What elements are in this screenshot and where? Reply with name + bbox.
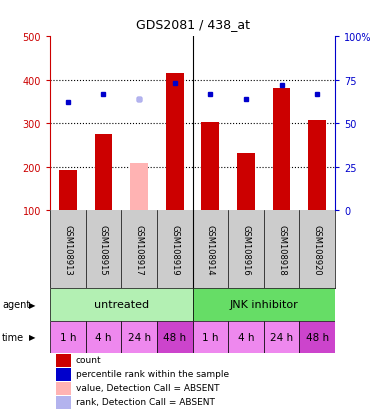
Bar — [264, 321, 300, 353]
Text: GSM108919: GSM108919 — [170, 224, 179, 275]
Text: GSM108918: GSM108918 — [277, 224, 286, 275]
Bar — [228, 321, 264, 353]
Text: 48 h: 48 h — [163, 332, 186, 342]
Bar — [56, 396, 72, 408]
Bar — [121, 321, 157, 353]
Bar — [56, 354, 72, 367]
Bar — [59, 171, 77, 211]
Bar — [166, 74, 184, 211]
Bar — [56, 368, 72, 381]
Text: JNK inhibitor: JNK inhibitor — [229, 300, 298, 310]
Text: untreated: untreated — [94, 300, 149, 310]
Text: GSM108917: GSM108917 — [135, 224, 144, 275]
Bar — [308, 121, 326, 211]
Text: GDS2081 / 438_at: GDS2081 / 438_at — [136, 18, 249, 31]
Bar — [192, 321, 228, 353]
Text: count: count — [76, 356, 101, 365]
Text: GSM108915: GSM108915 — [99, 224, 108, 275]
Text: agent: agent — [2, 300, 30, 310]
Bar — [56, 382, 72, 395]
Bar — [237, 154, 255, 211]
Bar — [95, 135, 112, 211]
Bar — [50, 289, 192, 321]
Text: 48 h: 48 h — [306, 332, 329, 342]
Text: GSM108916: GSM108916 — [241, 224, 250, 275]
Text: 24 h: 24 h — [127, 332, 151, 342]
Bar — [85, 321, 121, 353]
Text: 4 h: 4 h — [238, 332, 254, 342]
Bar — [130, 163, 148, 211]
Text: 1 h: 1 h — [202, 332, 219, 342]
Text: time: time — [2, 332, 24, 342]
Text: ▶: ▶ — [29, 332, 36, 342]
Bar — [157, 321, 192, 353]
Bar — [273, 88, 290, 211]
Text: GSM108914: GSM108914 — [206, 224, 215, 275]
Text: value, Detection Call = ABSENT: value, Detection Call = ABSENT — [76, 383, 219, 392]
Text: 1 h: 1 h — [60, 332, 76, 342]
Text: GSM108920: GSM108920 — [313, 224, 321, 275]
Bar — [50, 321, 85, 353]
Text: rank, Detection Call = ABSENT: rank, Detection Call = ABSENT — [76, 397, 214, 406]
Text: 24 h: 24 h — [270, 332, 293, 342]
Bar — [201, 123, 219, 211]
Bar — [300, 321, 335, 353]
Text: percentile rank within the sample: percentile rank within the sample — [76, 370, 229, 378]
Text: 4 h: 4 h — [95, 332, 112, 342]
Text: GSM108913: GSM108913 — [64, 224, 72, 275]
Bar — [192, 289, 335, 321]
Text: ▶: ▶ — [29, 300, 36, 309]
